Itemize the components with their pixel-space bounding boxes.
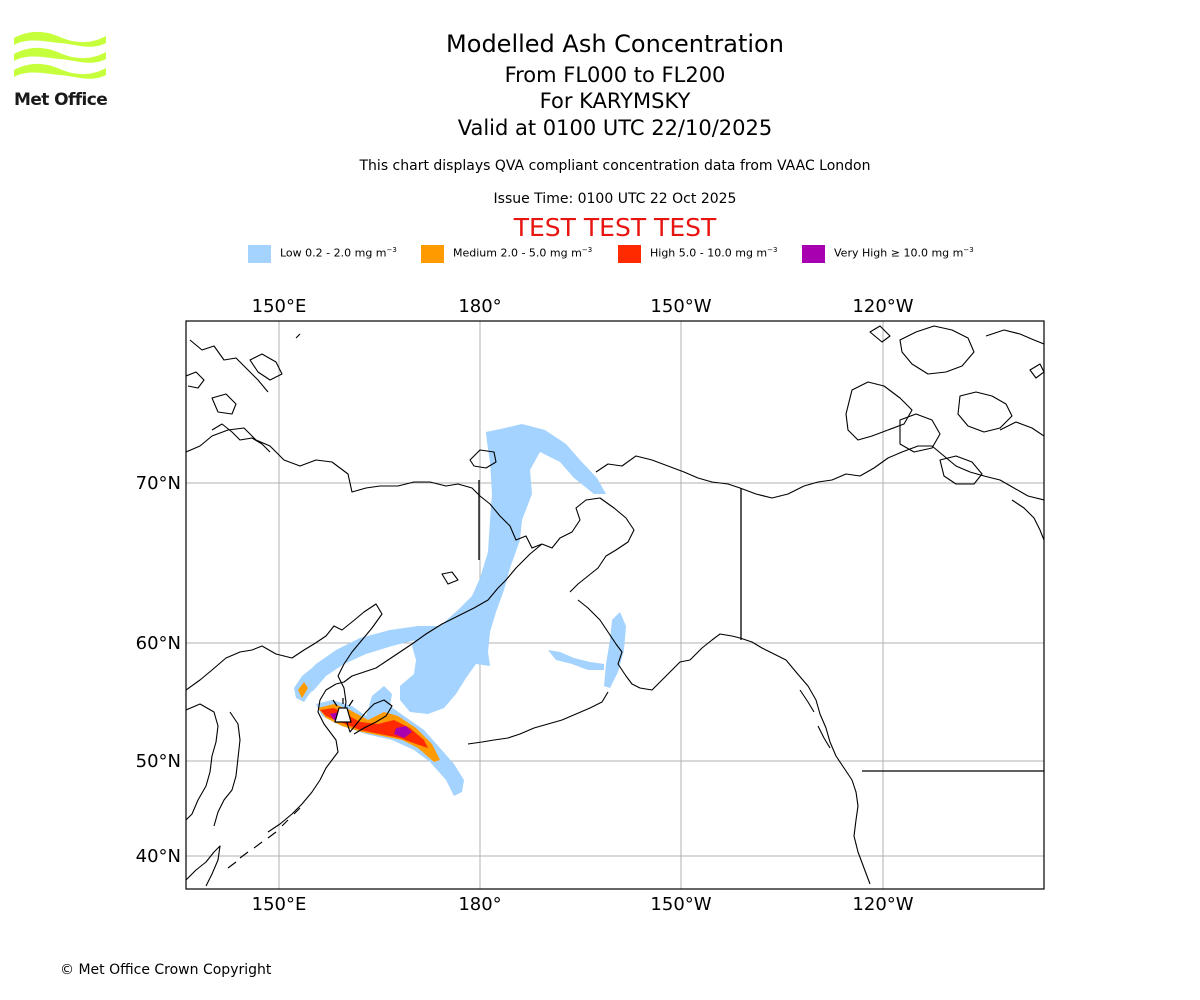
legend-label-very-high: Very High ≥ 10.0 mg m−3 xyxy=(834,246,974,260)
lon-label-bottom-180: 180° xyxy=(458,894,501,915)
met-office-wave-icon xyxy=(14,31,106,79)
legend-label-medium: Medium 2.0 - 5.0 mg m−3 xyxy=(453,246,593,260)
lon-label-top-180: 180° xyxy=(458,296,501,317)
chart-description: This chart displays QVA compliant concen… xyxy=(359,158,871,174)
legend-swatch-high xyxy=(618,245,641,263)
ash-low-region xyxy=(294,424,626,796)
map-frame xyxy=(185,320,1045,890)
coastlines xyxy=(186,325,1044,887)
lat-label-50n: 50°N xyxy=(136,751,181,772)
lat-label-70n: 70°N xyxy=(136,473,181,494)
lon-label-top-150w: 150°W xyxy=(650,296,711,317)
issue-time: Issue Time: 0100 UTC 22 Oct 2025 xyxy=(493,191,737,207)
lat-label-60n: 60°N xyxy=(136,633,181,654)
volcano-name: For KARYMSKY xyxy=(539,89,691,113)
met-office-logo-text: Met Office xyxy=(14,90,108,110)
volcano-marker-icon xyxy=(332,698,354,723)
lon-label-top-150e: 150°E xyxy=(252,296,307,317)
test-banner: TEST TEST TEST xyxy=(513,213,717,242)
valid-time: Valid at 0100 UTC 22/10/2025 xyxy=(457,116,773,140)
flight-levels: From FL000 to FL200 xyxy=(504,63,726,87)
legend-swatch-low xyxy=(248,245,271,263)
met-office-logo: Met Office xyxy=(14,30,108,112)
lon-label-top-120w: 120°W xyxy=(852,296,913,317)
lon-label-bottom-120w: 120°W xyxy=(852,894,913,915)
chart-title: Modelled Ash Concentration xyxy=(446,30,784,58)
graticule xyxy=(186,321,1044,889)
legend-swatch-medium xyxy=(421,245,444,263)
borders xyxy=(478,480,1044,772)
lat-label-40n: 40°N xyxy=(136,846,181,867)
legend-swatch-very-high xyxy=(802,245,825,263)
legend-label-high: High 5.0 - 10.0 mg m−3 xyxy=(650,246,778,260)
lon-label-bottom-150e: 150°E xyxy=(252,894,307,915)
legend-label-low: Low 0.2 - 2.0 mg m−3 xyxy=(280,246,397,260)
copyright: © Met Office Crown Copyright xyxy=(60,962,272,978)
lon-label-bottom-150w: 150°W xyxy=(650,894,711,915)
